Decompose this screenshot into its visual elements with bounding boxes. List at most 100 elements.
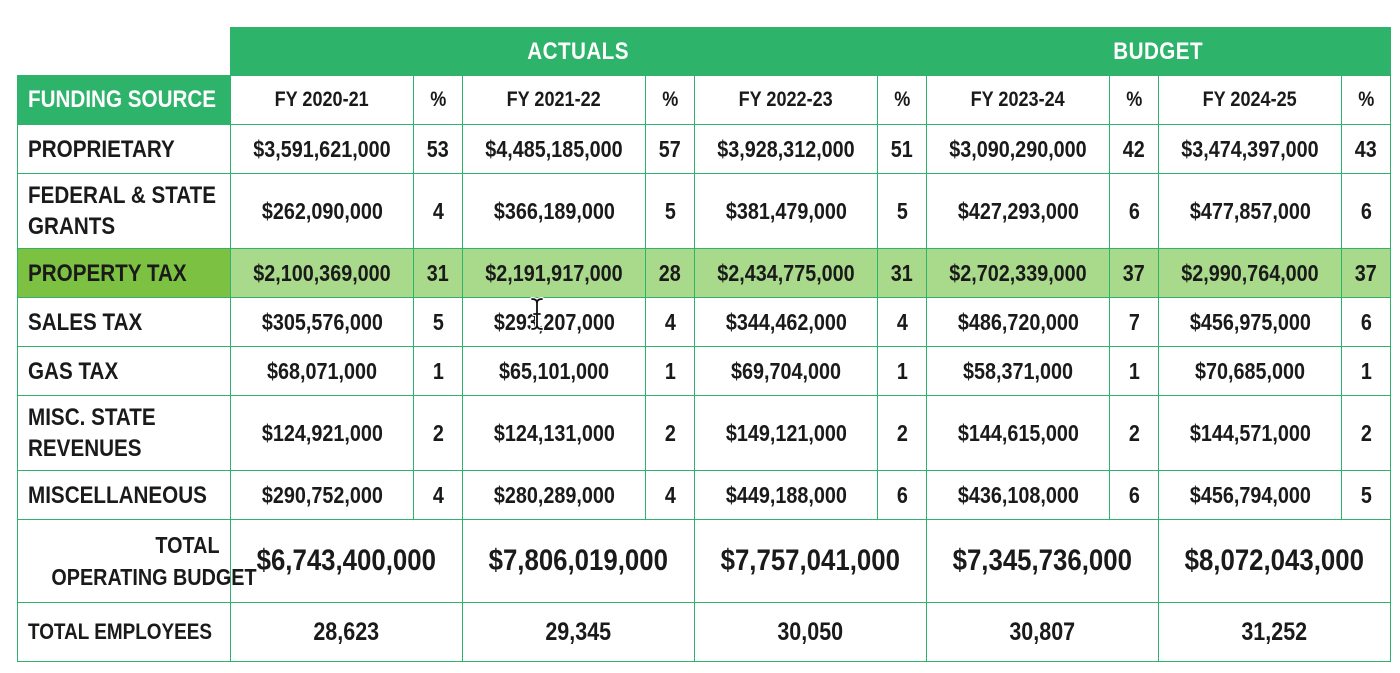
pct-header: % [413, 75, 463, 125]
value-cell: $3,474,397,000 [1158, 124, 1342, 174]
value-cell: $65,101,000 [462, 346, 646, 396]
pct-cell: 1 [877, 346, 927, 396]
actuals-header: ACTUALS [230, 27, 927, 76]
pct-cell: 6 [1109, 173, 1159, 249]
pct-cell: 43 [1340, 124, 1392, 174]
value-cell: $449,188,000 [694, 470, 878, 520]
row-label: GAS TAX [17, 346, 231, 396]
total-employees-value: 30,050 [694, 602, 927, 662]
row-label: SALES TAX [17, 297, 231, 347]
pct-cell: 51 [877, 124, 927, 174]
value-cell: $262,090,000 [230, 173, 414, 249]
pct-cell: 2 [413, 395, 463, 471]
value-cell: $436,108,000 [926, 470, 1110, 520]
total-employees-value: 30,807 [926, 602, 1159, 662]
pct-cell: 2 [1109, 395, 1159, 471]
row-label: PROPERTY TAX [17, 248, 231, 298]
pct-cell: 5 [877, 173, 927, 249]
pct-cell: 37 [1340, 248, 1392, 298]
total-employees-value: 29,345 [462, 602, 695, 662]
value-cell: $477,857,000 [1158, 173, 1342, 249]
table-row-property-tax: PROPERTY TAX $2,100,369,000 31 $2,191,91… [17, 248, 1392, 298]
pct-header: % [877, 75, 927, 125]
value-cell: $486,720,000 [926, 297, 1110, 347]
value-cell: $4,485,185,000 [462, 124, 646, 174]
value-cell: $69,704,000 [694, 346, 878, 396]
year-header-fy2021-22: FY 2021-22 [462, 75, 646, 125]
value-cell: $68,071,000 [230, 346, 414, 396]
total-budget-value: $8,072,043,000 [1157, 519, 1392, 603]
value-cell: $290,752,000 [230, 470, 414, 520]
pct-cell: 4 [413, 470, 463, 520]
value-cell: $381,479,000 [694, 173, 878, 249]
pct-header: % [1109, 75, 1159, 125]
group-header-row: ACTUALS BUDGET [17, 27, 1392, 76]
table-row-federal-state-grants: FEDERAL & STATE GRANTS $262,090,000 4 $36… [17, 173, 1392, 249]
text-cursor-icon [530, 297, 544, 331]
pct-cell: 37 [1109, 248, 1159, 298]
total-budget-value: $6,743,400,000 [230, 519, 463, 603]
pct-cell: 31 [413, 248, 463, 298]
row-label: MISCELLANEOUS [17, 470, 231, 520]
value-cell: $427,293,000 [926, 173, 1110, 249]
value-cell: $2,100,369,000 [230, 248, 414, 298]
table-row-gas-tax: GAS TAX $68,071,000 1 $65,101,000 1 $69,… [17, 346, 1392, 396]
pct-cell: 6 [1109, 470, 1159, 520]
pct-cell: 31 [877, 248, 927, 298]
value-cell: $2,434,775,000 [694, 248, 878, 298]
value-cell: $456,794,000 [1158, 470, 1342, 520]
pct-cell: 6 [1340, 173, 1392, 249]
value-cell: $124,921,000 [230, 395, 414, 471]
total-budget-label: TOTAL OPERATING BUDGET [17, 519, 257, 603]
table-row-misc-state-revenues: MISC. STATE REVENUES $124,921,000 2 $124,… [17, 395, 1392, 471]
pct-cell: 4 [413, 173, 463, 249]
budget-header: BUDGET [925, 27, 1392, 76]
pct-cell: 7 [1109, 297, 1159, 347]
year-header-fy2023-24: FY 2023-24 [926, 75, 1110, 125]
blank-corner [17, 27, 231, 76]
funding-source-header: FUNDING SOURCE [17, 75, 231, 125]
pct-cell: 6 [877, 470, 927, 520]
pct-cell: 4 [645, 470, 695, 520]
total-budget-value: $7,757,041,000 [694, 519, 927, 603]
total-budget-value: $7,806,019,000 [462, 519, 695, 603]
value-cell: $344,462,000 [694, 297, 878, 347]
value-cell: $144,615,000 [926, 395, 1110, 471]
pct-cell: 4 [877, 297, 927, 347]
pct-cell: 2 [1340, 395, 1392, 471]
year-header-fy2024-25: FY 2024-25 [1158, 75, 1342, 125]
total-employees-label: TOTAL EMPLOYEES [17, 602, 231, 662]
pct-cell: 28 [645, 248, 695, 298]
value-cell: $2,702,339,000 [926, 248, 1110, 298]
value-cell: $305,576,000 [230, 297, 414, 347]
pct-cell: 1 [413, 346, 463, 396]
value-cell: $70,685,000 [1158, 346, 1342, 396]
value-cell: $293,207,000 [462, 297, 646, 347]
row-label: MISC. STATE REVENUES [17, 395, 231, 471]
pct-cell: 42 [1109, 124, 1159, 174]
funding-table: ACTUALS BUDGET FUNDING SOURCE FY 2020-21… [17, 27, 1392, 662]
value-cell: $58,371,000 [926, 346, 1110, 396]
row-label: FEDERAL & STATE GRANTS [17, 173, 231, 249]
value-cell: $124,131,000 [462, 395, 646, 471]
pct-header: % [645, 75, 695, 125]
year-header-fy2022-23: FY 2022-23 [694, 75, 878, 125]
value-cell: $456,975,000 [1158, 297, 1342, 347]
pct-cell: 2 [645, 395, 695, 471]
pct-cell: 5 [413, 297, 463, 347]
value-cell: $144,571,000 [1158, 395, 1342, 471]
pct-header: % [1340, 75, 1392, 125]
pct-cell: 6 [1340, 297, 1392, 347]
table-row-total-operating-budget: TOTAL OPERATING BUDGET $6,743,400,000 $7,… [17, 519, 1392, 603]
pct-cell: 1 [1109, 346, 1159, 396]
row-label: PROPRIETARY [17, 124, 231, 174]
value-cell: $2,990,764,000 [1158, 248, 1342, 298]
value-cell: $3,928,312,000 [694, 124, 878, 174]
column-header-row: FUNDING SOURCE FY 2020-21 % FY 2021-22 %… [17, 75, 1392, 125]
total-employees-value: 28,623 [230, 602, 463, 662]
table-row-proprietary: PROPRIETARY $3,591,621,000 53 $4,485,185… [17, 124, 1392, 174]
pct-cell: 57 [645, 124, 695, 174]
year-header-fy2020-21: FY 2020-21 [230, 75, 414, 125]
value-cell: $149,121,000 [694, 395, 878, 471]
value-cell: $366,189,000 [462, 173, 646, 249]
